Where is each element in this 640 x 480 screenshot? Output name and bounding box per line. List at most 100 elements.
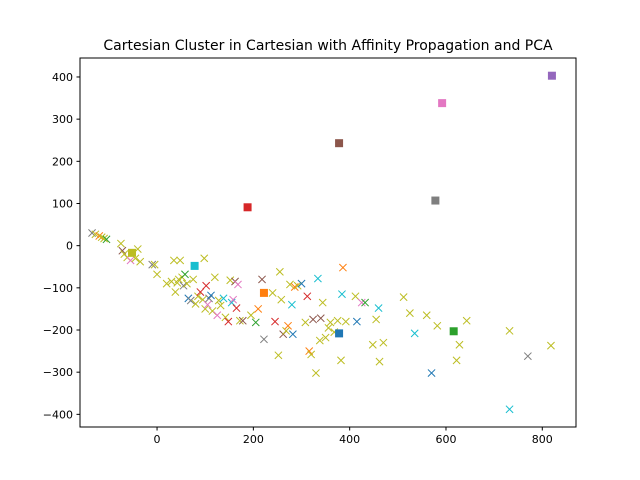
- data-point: [351, 292, 360, 301]
- data-point: [379, 338, 388, 347]
- data-point: [462, 316, 471, 325]
- data-point: [284, 321, 292, 330]
- data-point: [282, 326, 291, 335]
- x-axis: 0 200 400 600 800: [154, 427, 553, 446]
- data-point: [229, 295, 238, 304]
- data-point: [191, 299, 200, 308]
- data-point: [286, 280, 294, 289]
- data-point: [410, 329, 419, 338]
- centers-layer: [128, 71, 556, 338]
- data-point: [100, 234, 109, 243]
- x-tick-label: 0: [154, 433, 161, 446]
- data-point: [321, 333, 330, 342]
- data-point: [277, 295, 286, 304]
- data-point: [341, 317, 350, 326]
- data-point: [186, 296, 195, 305]
- data-point: [126, 256, 135, 265]
- data-point: [433, 321, 442, 330]
- y-tick-label: 100: [52, 197, 73, 210]
- y-tick-label: −200: [43, 324, 73, 337]
- data-point: [238, 316, 247, 325]
- data-point: [422, 311, 431, 320]
- y-tick-label: 200: [52, 155, 73, 168]
- data-point: [352, 317, 361, 326]
- data-point: [297, 279, 306, 288]
- data-point: [221, 313, 230, 322]
- data-point: [303, 292, 312, 301]
- data-point: [91, 230, 100, 239]
- data-point: [337, 356, 345, 365]
- data-point: [375, 357, 384, 366]
- cluster-center: [335, 139, 344, 148]
- data-point: [259, 335, 268, 344]
- data-point: [254, 304, 263, 313]
- data-point: [207, 291, 215, 300]
- data-point: [313, 274, 322, 283]
- y-axis: −400 −300 −200 −100 0 100 200 300 400: [43, 71, 80, 421]
- cluster-center: [128, 248, 137, 257]
- data-point: [97, 233, 106, 242]
- data-point: [427, 369, 436, 377]
- data-point: [224, 317, 233, 326]
- cluster-center: [259, 288, 268, 297]
- data-point: [171, 288, 180, 297]
- data-point: [315, 336, 324, 345]
- cluster-center: [449, 327, 458, 336]
- data-point: [275, 267, 284, 276]
- data-point: [116, 239, 125, 248]
- y-tick-label: 0: [66, 240, 73, 253]
- data-point: [405, 309, 414, 318]
- data-point: [338, 263, 347, 272]
- data-point: [95, 232, 104, 240]
- data-point: [361, 298, 370, 307]
- y-tick-label: −100: [43, 282, 73, 295]
- x-tick-label: 400: [339, 433, 360, 446]
- x-tick-label: 200: [243, 433, 264, 446]
- data-point: [374, 304, 383, 313]
- data-point: [307, 350, 316, 359]
- data-point: [309, 315, 318, 324]
- data-point: [213, 311, 222, 320]
- data-point: [136, 257, 145, 266]
- data-point: [251, 318, 260, 327]
- data-point: [293, 281, 302, 290]
- data-point: [274, 351, 283, 360]
- data-point: [368, 340, 377, 349]
- cluster-center: [438, 99, 447, 108]
- cluster-center: [335, 329, 344, 338]
- data-point: [357, 298, 366, 307]
- data-point: [201, 304, 210, 313]
- data-point: [338, 290, 346, 299]
- data-point: [202, 281, 211, 290]
- y-tick-label: 400: [52, 71, 73, 84]
- data-point: [505, 405, 514, 414]
- y-tick-label: −400: [43, 408, 73, 421]
- data-point: [196, 288, 205, 297]
- data-point: [148, 260, 157, 269]
- y-tick-label: 300: [52, 113, 73, 126]
- data-point: [200, 254, 209, 263]
- data-point: [235, 316, 244, 325]
- plot-frame: [79, 57, 577, 428]
- data-point: [316, 314, 325, 323]
- data-point: [399, 293, 408, 302]
- data-point: [452, 356, 461, 365]
- data-point: [226, 276, 235, 285]
- data-point: [301, 318, 310, 327]
- cluster-center: [190, 261, 199, 270]
- data-point: [232, 304, 241, 313]
- cluster-center: [547, 71, 556, 80]
- data-point: [326, 318, 335, 327]
- points-layer: [88, 229, 555, 414]
- data-point: [372, 315, 381, 324]
- data-point: [324, 323, 333, 332]
- chart-title: Cartesian Cluster in Cartesian with Affi…: [103, 38, 553, 54]
- x-tick-label: 800: [532, 433, 553, 446]
- data-point: [189, 275, 198, 284]
- data-point: [258, 275, 266, 284]
- data-point: [523, 352, 532, 361]
- data-point: [287, 300, 296, 309]
- cluster-center: [431, 196, 440, 205]
- data-point: [233, 280, 242, 289]
